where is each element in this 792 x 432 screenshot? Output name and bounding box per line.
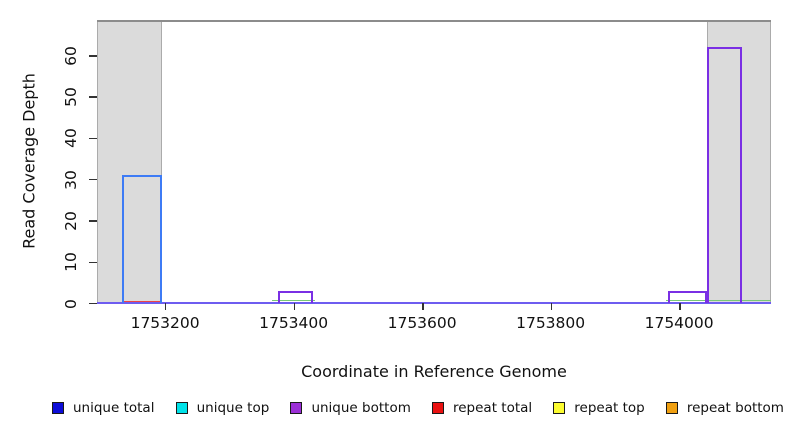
legend-swatch-repeat-total — [431, 402, 444, 414]
legend-item-unique-top: unique top — [175, 400, 270, 416]
x-tick-mark — [679, 303, 681, 310]
legend-swatch-unique-top — [175, 402, 188, 414]
masked-region — [97, 20, 162, 303]
y-tick-mark — [89, 179, 97, 181]
coverage-step-unique-bottom — [668, 290, 708, 303]
coverage-baseline — [97, 302, 771, 305]
coverage-step-unique-total — [122, 174, 162, 303]
y-tick-mark — [89, 303, 97, 305]
legend-label: unique top — [196, 400, 270, 416]
legend-item-repeat-top: repeat top — [553, 400, 645, 416]
y-tick-label: 10 — [62, 252, 80, 273]
legend-swatch-unique-total — [52, 402, 64, 414]
x-axis-title: Coordinate in Reference Genome — [301, 362, 567, 381]
y-tick-label: 20 — [62, 211, 80, 231]
legend-item-unique-bottom: unique bottom — [290, 400, 411, 416]
zero-coverage-segment-repeat-total — [122, 301, 162, 303]
y-tick-mark — [89, 137, 97, 140]
plot-top-boundary-line — [97, 20, 771, 22]
x-tick-mark — [550, 303, 552, 310]
y-tick-label: 40 — [62, 128, 80, 149]
x-tick-mark — [293, 303, 295, 310]
legend-item-repeat-total: repeat total — [431, 400, 533, 416]
coverage-step-unique-bottom — [277, 290, 313, 303]
legend-swatch-repeat-bottom — [665, 402, 678, 414]
y-tick-label: 60 — [62, 45, 80, 66]
legend-swatch-unique-bottom — [290, 402, 303, 414]
x-tick-mark — [422, 303, 424, 310]
legend-item-unique-total: unique total — [52, 400, 154, 416]
plot-area — [97, 20, 771, 305]
x-tick-label: 1753200 — [130, 314, 200, 332]
legend-label: unique bottom — [311, 400, 411, 416]
legend-item-repeat-bottom: repeat bottom — [665, 400, 784, 416]
legend-label: unique total — [73, 400, 155, 416]
coverage-step-unique-bottom — [707, 46, 743, 303]
x-tick-label: 1753400 — [259, 314, 329, 332]
y-tick-label: 0 — [62, 298, 80, 309]
y-tick-label: 50 — [62, 87, 80, 107]
x-tick-mark — [165, 303, 167, 310]
legend-label: repeat bottom — [686, 400, 784, 416]
y-tick-mark — [89, 96, 97, 98]
x-tick-label: 1753800 — [516, 314, 586, 332]
legend-swatch-repeat-top — [553, 402, 566, 414]
x-tick-label: 1753600 — [387, 314, 457, 332]
y-axis-title: Read Coverage Depth — [19, 73, 39, 249]
x-tick-label: 1754000 — [644, 314, 714, 332]
legend-label: repeat total — [452, 400, 533, 416]
y-tick-label: 30 — [62, 169, 80, 190]
y-tick-mark — [89, 55, 97, 57]
legend-label: repeat top — [574, 400, 645, 416]
masked-region — [707, 20, 771, 303]
y-tick-mark — [89, 220, 97, 222]
y-tick-mark — [89, 261, 97, 264]
zero-coverage-segment-unique-top — [666, 299, 771, 302]
legend: unique total unique top unique bottom repea… — [52, 397, 784, 419]
zero-coverage-segment-unique-top — [271, 299, 315, 302]
